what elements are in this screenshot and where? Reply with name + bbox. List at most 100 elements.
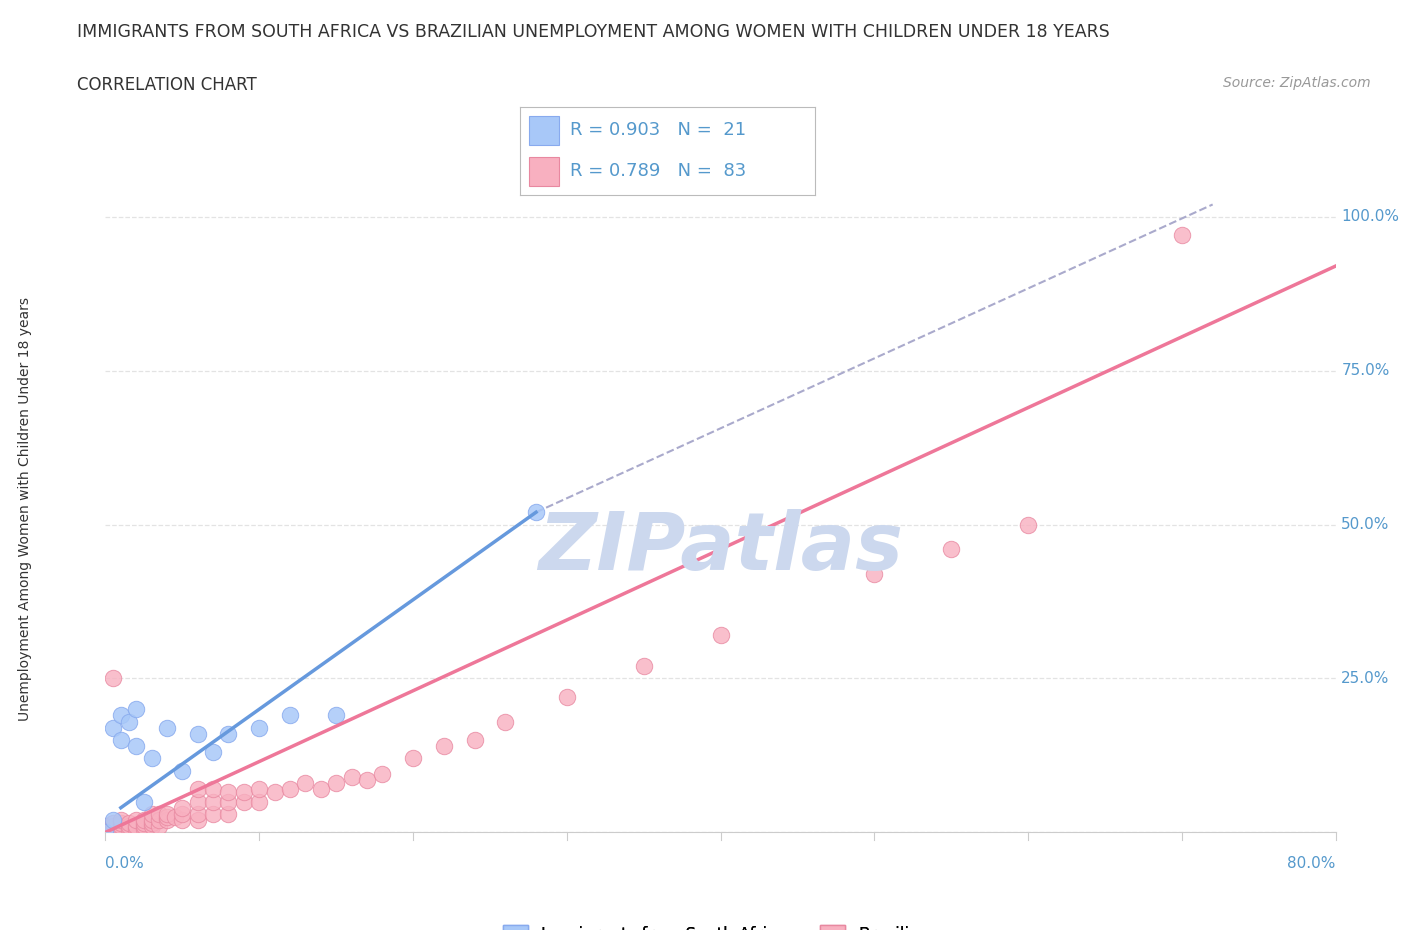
Point: [117, 818, 139, 833]
Point: [117, 816, 139, 830]
Point: [125, 702, 148, 717]
Text: Unemployment Among Women with Children Under 18 years: Unemployment Among Women with Children U…: [18, 298, 32, 721]
Point: [141, 813, 163, 828]
Point: [710, 628, 733, 643]
Point: [187, 782, 209, 797]
Point: [172, 801, 194, 816]
Point: [125, 822, 148, 837]
Point: [148, 818, 170, 833]
Point: [94, 818, 117, 833]
Point: [156, 813, 179, 828]
Point: [125, 818, 148, 833]
Point: [141, 806, 163, 821]
Point: [340, 769, 363, 784]
Point: [633, 658, 655, 673]
Text: CORRELATION CHART: CORRELATION CHART: [77, 76, 257, 94]
Point: [117, 714, 139, 729]
Point: [101, 671, 124, 686]
Point: [132, 818, 155, 833]
Point: [110, 733, 132, 748]
Point: [247, 794, 270, 809]
Point: [218, 794, 240, 809]
Point: [101, 720, 124, 735]
Point: [125, 813, 148, 828]
Point: [101, 813, 124, 828]
Point: [278, 782, 301, 797]
Point: [218, 785, 240, 800]
Point: [863, 566, 886, 581]
Point: [187, 726, 209, 741]
Point: [325, 776, 347, 790]
Point: [232, 785, 254, 800]
Point: [187, 813, 209, 828]
Point: [141, 816, 163, 830]
Point: [101, 822, 124, 837]
Point: [94, 825, 117, 840]
Text: 80.0%: 80.0%: [1288, 856, 1336, 870]
Point: [172, 764, 194, 778]
Text: Source: ZipAtlas.com: Source: ZipAtlas.com: [1223, 76, 1371, 90]
Bar: [529, 157, 558, 186]
Point: [156, 720, 179, 735]
Point: [263, 785, 285, 800]
Point: [524, 505, 547, 520]
Point: [110, 708, 132, 723]
Point: [309, 782, 332, 797]
Point: [1171, 228, 1194, 243]
Point: [1017, 517, 1039, 532]
Point: [202, 745, 225, 760]
Point: [555, 689, 578, 704]
Point: [110, 813, 132, 828]
Point: [325, 708, 347, 723]
Point: [433, 738, 456, 753]
Point: [132, 822, 155, 837]
Point: [94, 822, 117, 837]
Point: [232, 794, 254, 809]
Point: [148, 813, 170, 828]
Point: [101, 818, 124, 833]
Point: [132, 794, 155, 809]
Point: [94, 825, 117, 840]
Text: 100.0%: 100.0%: [1341, 209, 1399, 224]
Point: [148, 806, 170, 821]
Point: [110, 822, 132, 837]
Point: [218, 726, 240, 741]
Legend: Immigrants from South Africa, Brazilians: Immigrants from South Africa, Brazilians: [503, 925, 938, 930]
Point: [247, 720, 270, 735]
Point: [172, 813, 194, 828]
Text: 50.0%: 50.0%: [1341, 517, 1389, 532]
Point: [156, 809, 179, 824]
Point: [172, 806, 194, 821]
Point: [141, 818, 163, 833]
Point: [101, 825, 124, 840]
Bar: [529, 116, 558, 145]
Text: R = 0.903   N =  21: R = 0.903 N = 21: [571, 121, 747, 139]
Point: [247, 782, 270, 797]
Point: [94, 825, 117, 840]
Point: [132, 816, 155, 830]
Point: [125, 738, 148, 753]
Text: 25.0%: 25.0%: [1341, 671, 1389, 686]
Point: [464, 733, 486, 748]
Point: [187, 794, 209, 809]
Text: 0.0%: 0.0%: [105, 856, 145, 870]
Point: [156, 806, 179, 821]
Point: [101, 816, 124, 830]
Point: [163, 809, 186, 824]
Point: [356, 773, 378, 788]
Point: [494, 714, 516, 729]
Text: ZIPatlas: ZIPatlas: [538, 509, 903, 587]
Point: [141, 751, 163, 766]
Point: [294, 776, 316, 790]
Point: [941, 542, 963, 557]
Text: IMMIGRANTS FROM SOUTH AFRICA VS BRAZILIAN UNEMPLOYMENT AMONG WOMEN WITH CHILDREN: IMMIGRANTS FROM SOUTH AFRICA VS BRAZILIA…: [77, 23, 1111, 41]
Text: 75.0%: 75.0%: [1341, 364, 1389, 379]
Point: [110, 816, 132, 830]
Point: [202, 806, 225, 821]
Point: [110, 825, 132, 840]
Point: [278, 708, 301, 723]
Point: [187, 806, 209, 821]
Point: [371, 766, 394, 781]
Point: [402, 751, 425, 766]
Point: [117, 822, 139, 837]
